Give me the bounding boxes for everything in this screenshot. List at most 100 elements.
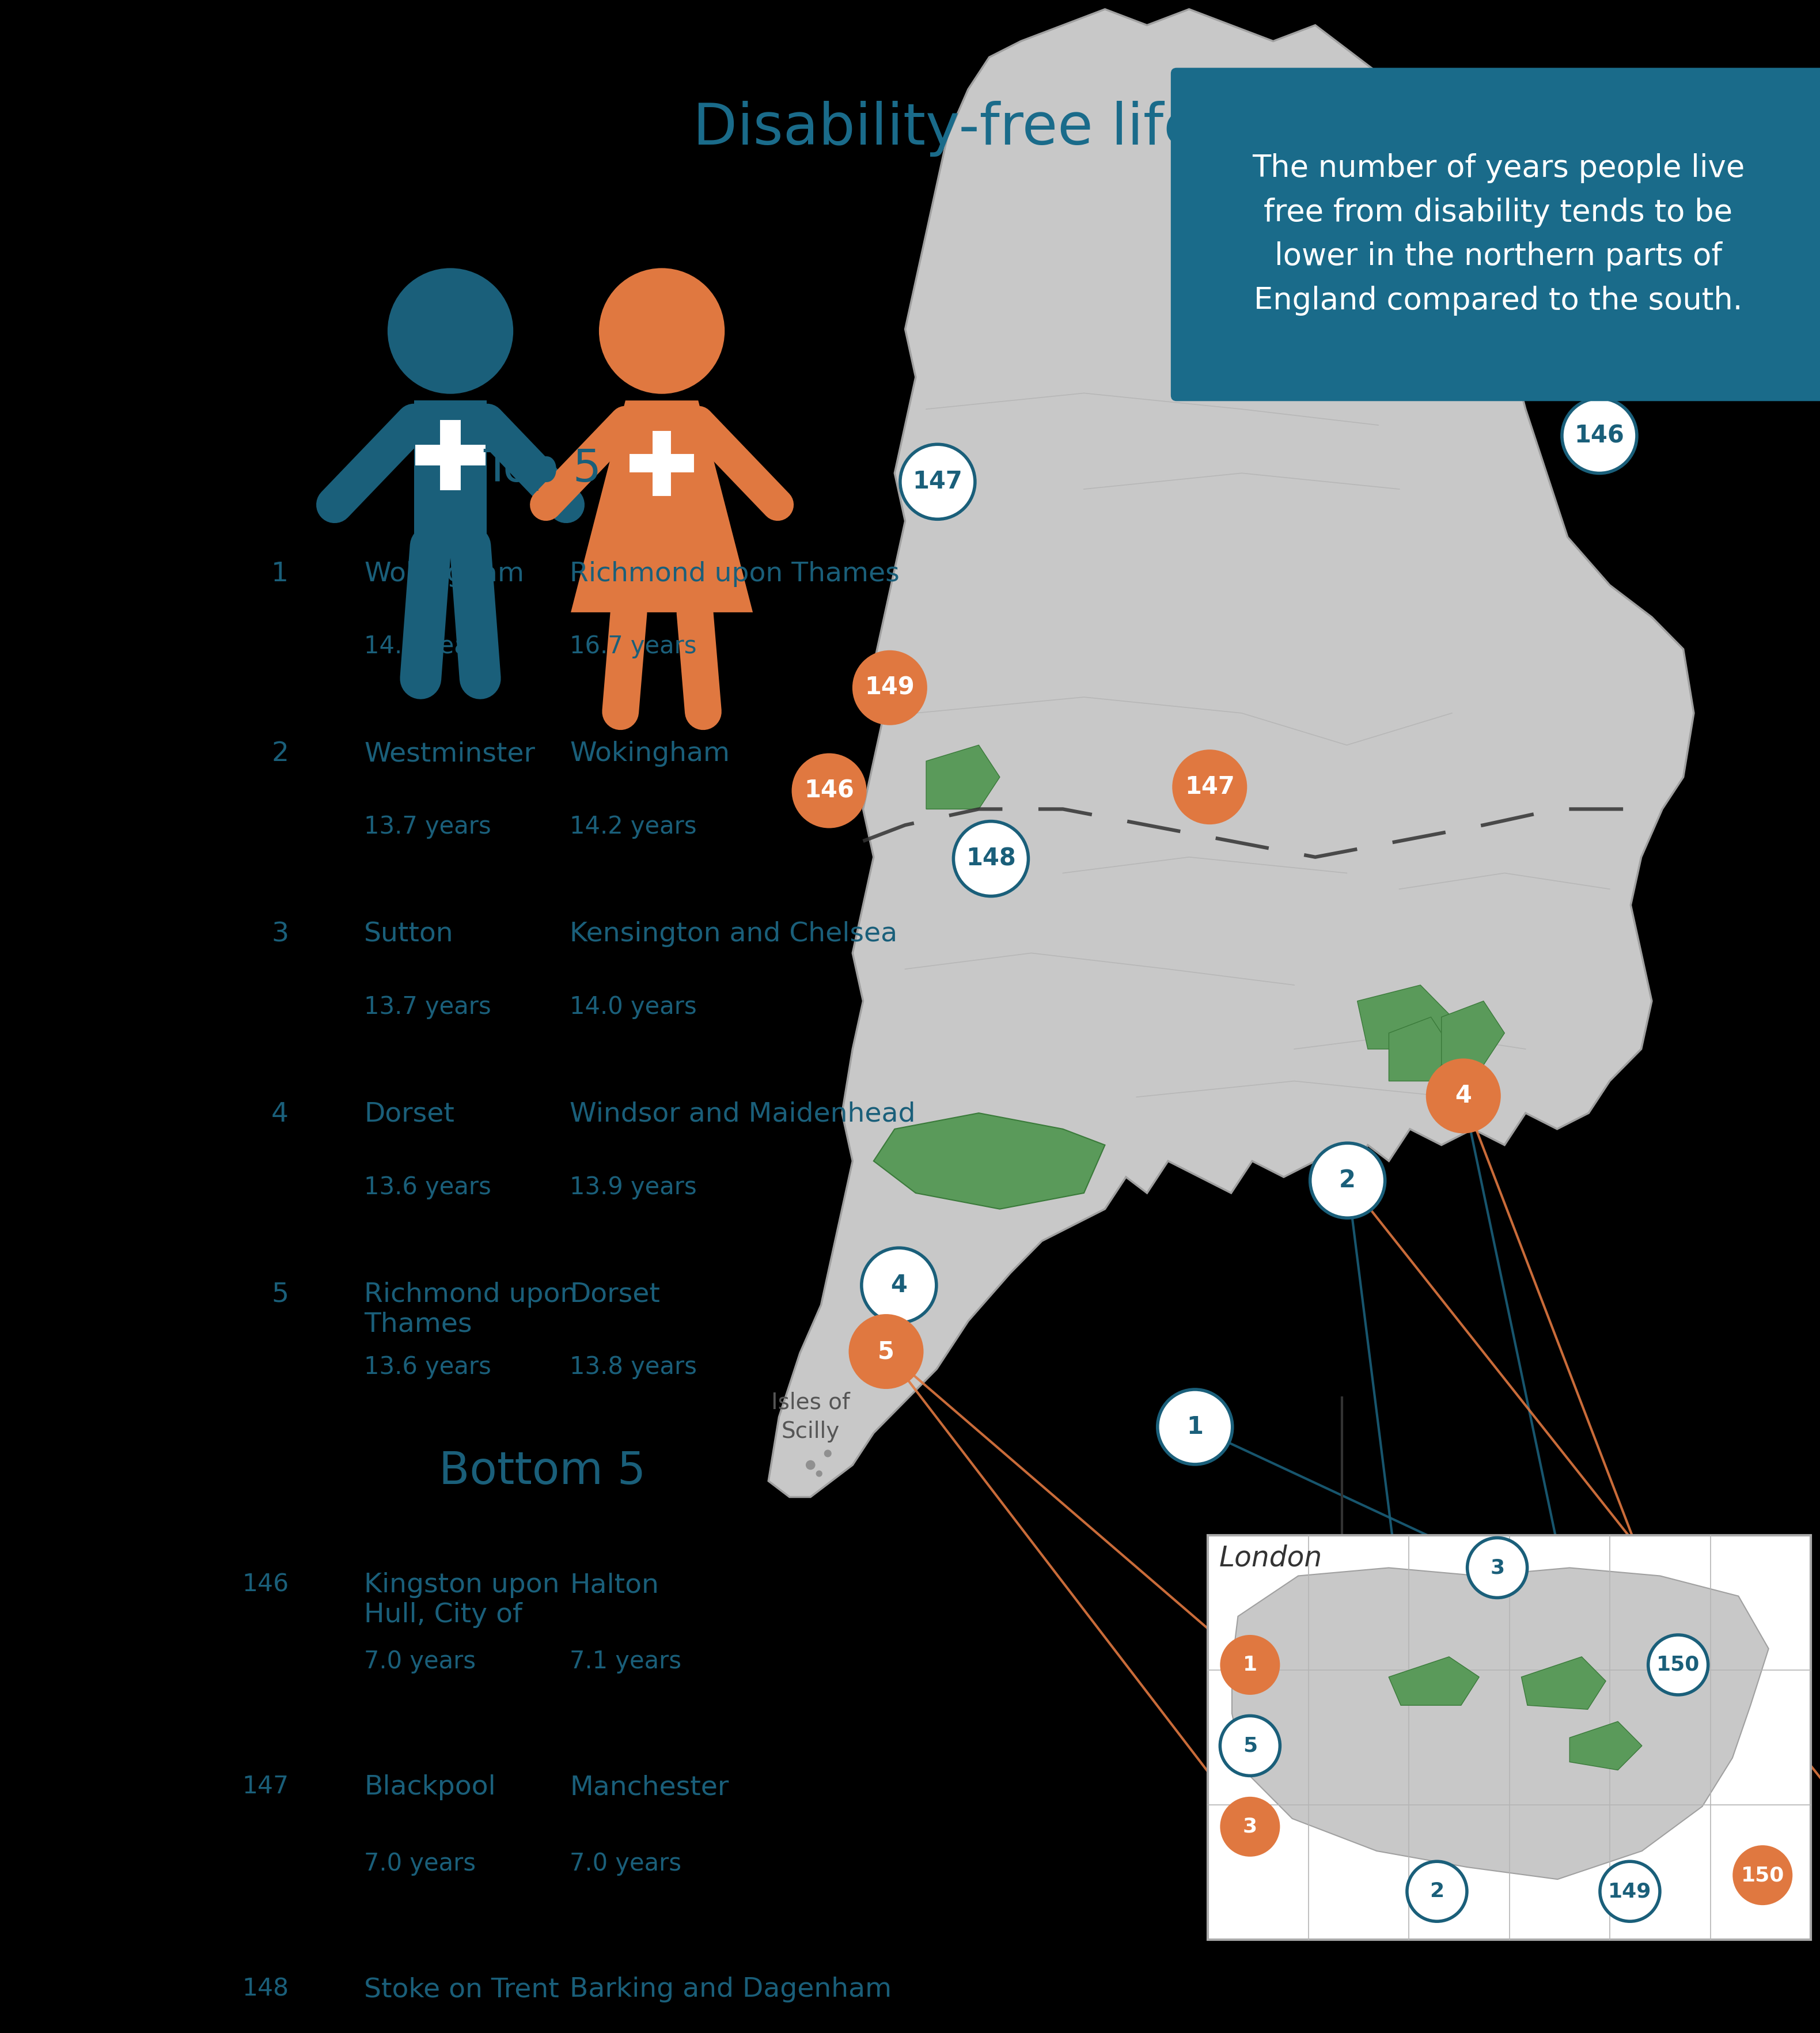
Text: 1: 1 (271, 561, 289, 588)
Text: Wokingham: Wokingham (364, 561, 524, 588)
Circle shape (1158, 1389, 1232, 1464)
Text: 148: 148 (966, 846, 1016, 870)
Text: 3: 3 (1491, 1557, 1505, 1578)
Text: 7.1 years: 7.1 years (570, 1649, 682, 1673)
Polygon shape (768, 10, 1694, 1496)
Text: Richmond upon
Thames: Richmond upon Thames (364, 1281, 577, 1338)
Text: Windsor and Maidenhead: Windsor and Maidenhead (570, 1102, 915, 1128)
Circle shape (852, 651, 926, 726)
Polygon shape (1569, 1722, 1642, 1771)
Circle shape (599, 268, 724, 394)
Text: 5: 5 (1243, 1736, 1258, 1757)
Text: 150: 150 (1656, 1655, 1700, 1675)
Circle shape (1219, 1797, 1279, 1856)
Text: 150: 150 (1742, 1866, 1784, 1885)
Circle shape (1172, 750, 1247, 825)
Polygon shape (1522, 1657, 1605, 1710)
Polygon shape (874, 1112, 1105, 1210)
Point (795, 1450, 824, 1482)
Text: 1: 1 (1243, 1655, 1258, 1675)
Text: Manchester: Manchester (570, 1775, 730, 1801)
Circle shape (1467, 1537, 1527, 1598)
Text: 16.7 years: 16.7 years (570, 634, 697, 659)
Circle shape (954, 821, 1028, 897)
Text: 14.0 years: 14.0 years (570, 994, 697, 1019)
Text: 4: 4 (271, 1102, 289, 1128)
Text: Isles of
Scilly: Isles of Scilly (772, 1393, 850, 1441)
Text: 13.7 years: 13.7 years (364, 815, 491, 840)
Text: Sutton: Sutton (364, 921, 453, 947)
Text: Dorset: Dorset (570, 1281, 661, 1307)
Circle shape (861, 1248, 937, 1323)
Text: 2: 2 (271, 742, 289, 766)
Circle shape (1219, 1716, 1279, 1775)
Text: 149: 149 (864, 675, 915, 699)
Text: Richmond upon Thames: Richmond upon Thames (570, 561, 899, 588)
Text: 1: 1 (1187, 1415, 1203, 1439)
Text: 5: 5 (271, 1281, 289, 1307)
Text: 5: 5 (877, 1340, 894, 1364)
Text: 13.6 years: 13.6 years (364, 1175, 491, 1199)
Text: 7.0 years: 7.0 years (364, 1649, 475, 1673)
Polygon shape (1441, 1000, 1505, 1065)
Text: Wokingham: Wokingham (570, 742, 730, 766)
Text: 147: 147 (912, 470, 963, 494)
Text: 14.2 years: 14.2 years (570, 815, 697, 840)
Text: 13.9 years: 13.9 years (570, 1175, 697, 1199)
Point (814, 1437, 843, 1470)
Text: 148: 148 (242, 1976, 289, 2000)
Polygon shape (571, 401, 753, 612)
Circle shape (1425, 1059, 1502, 1132)
Text: 147: 147 (242, 1775, 289, 1799)
Text: 13.7 years: 13.7 years (364, 994, 491, 1019)
Circle shape (1649, 1635, 1709, 1696)
Polygon shape (926, 744, 999, 809)
Text: 14.0 years: 14.0 years (364, 634, 491, 659)
Text: 146: 146 (242, 1572, 289, 1596)
Circle shape (848, 1313, 923, 1389)
Circle shape (388, 268, 513, 394)
Polygon shape (1358, 986, 1452, 1049)
Text: Stoke on Trent: Stoke on Trent (364, 1976, 559, 2003)
Text: Kingston upon
Hull, City of: Kingston upon Hull, City of (364, 1572, 559, 1628)
Circle shape (1733, 1846, 1793, 1905)
Text: Disability-free life expectancy: Disability-free life expectancy (693, 102, 1551, 157)
Text: Blackpool: Blackpool (364, 1775, 495, 1801)
Text: Kensington and Chelsea: Kensington and Chelsea (570, 921, 897, 947)
Text: 2: 2 (1431, 1883, 1445, 1901)
Text: The number of years people live
free from disability tends to be
lower in the no: The number of years people live free fro… (1252, 152, 1745, 315)
Circle shape (792, 754, 866, 827)
Text: 7.0 years: 7.0 years (570, 1852, 682, 1876)
Text: 147: 147 (1185, 775, 1234, 799)
Text: London: London (1219, 1543, 1323, 1572)
Text: 7.0 years: 7.0 years (364, 1852, 475, 1876)
FancyBboxPatch shape (1208, 1535, 1811, 1939)
Text: 13.8 years: 13.8 years (570, 1356, 697, 1380)
Text: 2: 2 (1340, 1169, 1356, 1193)
Circle shape (901, 445, 976, 518)
Text: 3: 3 (271, 921, 289, 947)
Polygon shape (1232, 1567, 1769, 1878)
Point (804, 1458, 834, 1490)
Circle shape (1407, 1862, 1467, 1921)
Text: Dorset: Dorset (364, 1102, 455, 1128)
Polygon shape (1389, 1657, 1480, 1706)
Text: 4: 4 (1454, 1084, 1472, 1108)
Text: 146: 146 (1574, 423, 1625, 447)
Text: 3: 3 (1243, 1818, 1258, 1836)
Polygon shape (1389, 1016, 1452, 1082)
Text: Bottom 5: Bottom 5 (439, 1450, 646, 1492)
Text: 146: 146 (804, 779, 854, 803)
Text: 149: 149 (1609, 1883, 1653, 1901)
Polygon shape (413, 401, 486, 547)
Circle shape (1600, 1862, 1660, 1921)
Circle shape (1562, 398, 1636, 474)
Text: 13.6 years: 13.6 years (364, 1356, 491, 1380)
Text: Top 5: Top 5 (484, 447, 601, 490)
Text: Barking and Dagenham: Barking and Dagenham (570, 1976, 892, 2003)
Text: 4: 4 (890, 1273, 908, 1297)
FancyBboxPatch shape (1170, 67, 1820, 401)
Text: Halton: Halton (570, 1572, 659, 1598)
Circle shape (1310, 1143, 1385, 1218)
Text: Westminster: Westminster (364, 742, 535, 766)
